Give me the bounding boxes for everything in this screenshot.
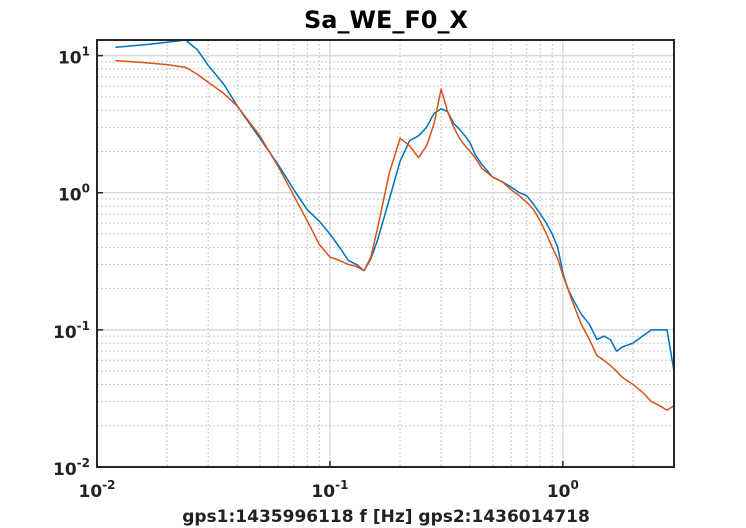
plot-frame: [96, 39, 675, 468]
series-layer: [115, 39, 675, 411]
y-tick-label: 100: [58, 182, 90, 206]
x-axis-label: gps1:1435996118 f [Hz] gps2:1436014718: [182, 507, 590, 527]
grid: [97, 40, 674, 467]
chart-title: Sa_WE_F0_X: [304, 6, 468, 34]
series-line-2: [115, 59, 675, 411]
plot-area: [97, 40, 674, 467]
x-tick-label: 100: [547, 478, 579, 502]
x-tick-label: 10-1: [311, 478, 348, 502]
series-line-1: [115, 39, 675, 372]
